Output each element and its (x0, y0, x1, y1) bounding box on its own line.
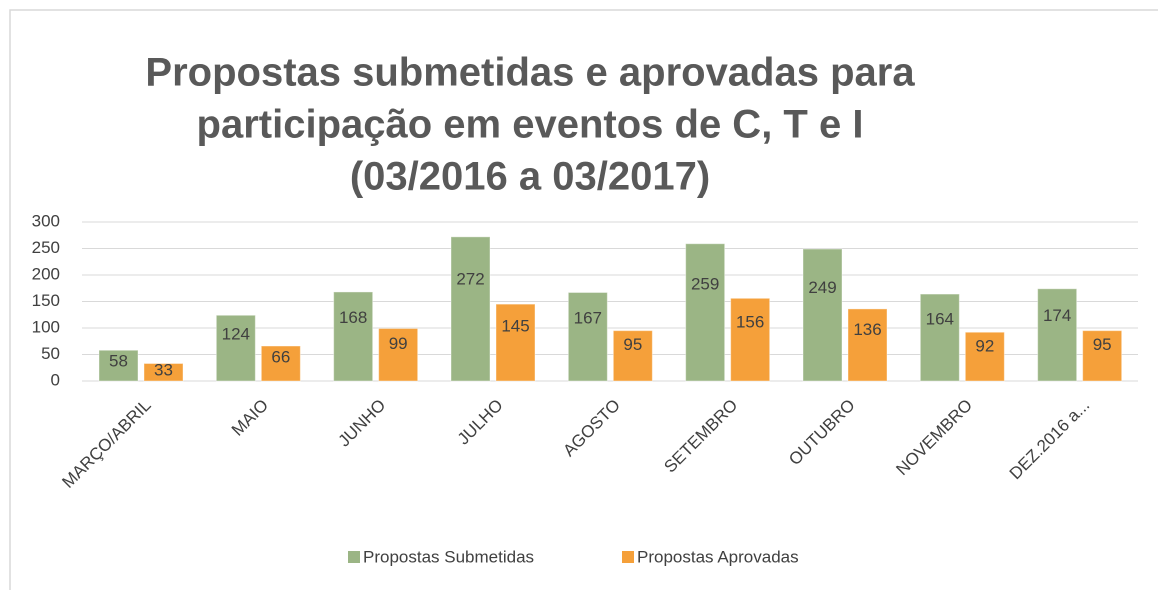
bar (567, 291, 608, 382)
data-label: 145 (501, 317, 529, 336)
legend-swatch (622, 551, 634, 563)
x-tick-label: NOVEMBRO (892, 396, 976, 480)
x-tick-label: AGOSTO (559, 396, 624, 461)
y-tick-label: 50 (41, 344, 60, 363)
y-tick-label: 0 (51, 370, 60, 389)
data-label: 95 (1093, 335, 1112, 354)
data-label: 272 (456, 270, 484, 289)
data-label: 92 (975, 336, 994, 355)
chart-title: (03/2016 a 03/2017) (350, 155, 710, 199)
bar (919, 293, 960, 382)
bar (1037, 288, 1078, 382)
data-label: 156 (736, 313, 764, 332)
bar (685, 243, 726, 382)
bar (495, 303, 536, 382)
data-label: 136 (853, 320, 881, 339)
bar (1082, 330, 1123, 382)
y-tick-label: 150 (32, 291, 60, 310)
x-tick-label: JUNHO (334, 396, 389, 451)
y-tick-label: 200 (32, 264, 60, 283)
legend-label: Propostas Submetidas (363, 547, 534, 566)
data-label: 167 (574, 309, 602, 328)
bar (847, 308, 888, 382)
data-label: 174 (1043, 306, 1071, 325)
data-label: 95 (623, 335, 642, 354)
data-label: 259 (691, 274, 719, 293)
data-label: 124 (222, 324, 250, 343)
bar (333, 291, 374, 382)
bar (378, 328, 419, 382)
x-tick-label: DEZ.2016 a... (1006, 396, 1094, 484)
x-tick-label: MARÇO/ABRIL (58, 396, 154, 492)
bar (215, 314, 256, 382)
chart-title: participação em eventos de C, T e I (197, 103, 864, 147)
bar (802, 248, 843, 382)
x-tick-label: JULHO (454, 396, 507, 449)
x-tick-label: OUTUBRO (785, 396, 859, 470)
bar (964, 331, 1005, 382)
data-label: 168 (339, 308, 367, 327)
y-tick-label: 100 (32, 317, 60, 336)
data-label: 249 (808, 278, 836, 297)
bar (260, 345, 301, 382)
data-label: 66 (271, 348, 290, 367)
chart-frame (9, 9, 1158, 590)
legend-swatch (348, 551, 360, 563)
bar (730, 297, 771, 382)
data-label: 58 (109, 352, 128, 371)
x-tick-label: MAIO (228, 396, 272, 440)
y-tick-label: 250 (32, 238, 60, 257)
bar (450, 236, 491, 382)
data-label: 33 (154, 360, 173, 379)
bar (143, 363, 184, 382)
legend-label: Propostas Aprovadas (637, 547, 799, 566)
y-tick-label: 300 (32, 211, 60, 230)
bar (98, 349, 139, 382)
data-label: 164 (926, 310, 954, 329)
x-tick-label: SETEMBRO (660, 396, 741, 477)
chart-title: Propostas submetidas e aprovadas para (145, 51, 915, 95)
bar (612, 330, 653, 382)
data-label: 99 (389, 334, 408, 353)
